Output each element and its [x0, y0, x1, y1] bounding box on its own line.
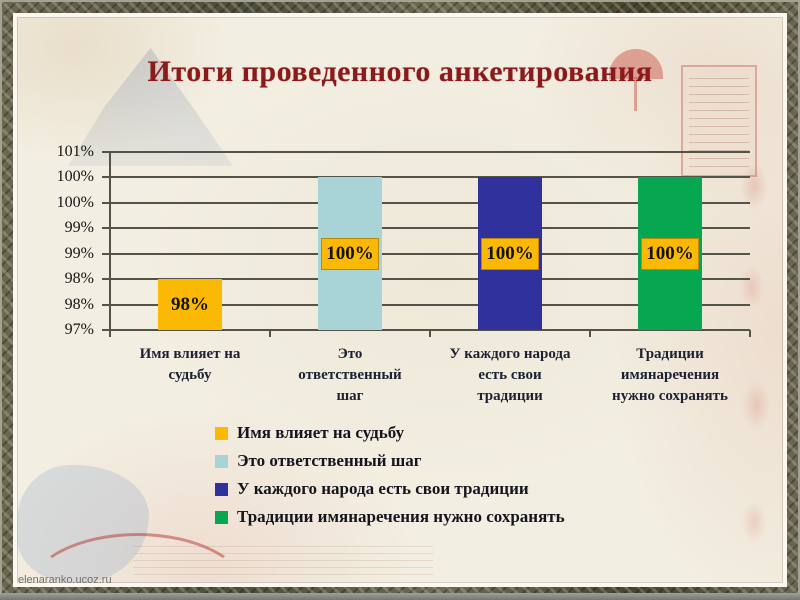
slide-title: Итоги проведенного анкетирования: [147, 55, 653, 88]
bar-data-label: 100%: [321, 237, 379, 270]
y-axis-label: 101%: [56, 143, 94, 160]
y-axis-label: 100%: [56, 193, 94, 211]
x-axis-tick: [429, 330, 431, 337]
legend-item: Это ответственный шаг: [215, 447, 565, 475]
gridline: [102, 329, 750, 331]
bar-data-label: 98%: [161, 288, 219, 321]
x-axis-tick: [589, 330, 591, 337]
category-label-line: ответственный: [298, 367, 402, 383]
legend-label: Имя влияет на судьбу: [237, 423, 405, 442]
category-label-line: Традиции: [636, 346, 704, 362]
category-label-line: имянаречения: [620, 367, 720, 383]
legend-item: У каждого народа есть свои традиции: [215, 475, 565, 503]
legend-swatch: [215, 426, 228, 440]
y-axis-label: 98%: [64, 295, 94, 313]
slide-content: Итоги проведенного анкетирования 101% 100…: [13, 13, 787, 587]
y-axis-label: 99%: [64, 244, 94, 262]
y-axis-label: 100%: [56, 168, 94, 186]
legend-item: Имя влияет на судьбу: [215, 419, 565, 447]
gridline: [102, 252, 750, 255]
category-label-line: Это: [337, 346, 363, 362]
legend-swatch: [215, 482, 228, 496]
bar-data-label: 100%: [641, 237, 699, 270]
category-label: У каждого народа есть свои традиции: [425, 344, 595, 407]
gridline: [102, 176, 750, 179]
category-label-line: традиции: [477, 388, 543, 404]
category-label: Традиции имянаречения нужно сохранять: [585, 344, 755, 407]
frame-bottom-strip: [0, 593, 800, 600]
category-label-line: судьбу: [168, 367, 212, 383]
legend-label: Традиции имянаречения нужно сохранять: [237, 507, 565, 526]
category-label-line: нужно сохранять: [612, 388, 728, 404]
legend-label: У каждого народа есть свои традиции: [237, 479, 529, 498]
y-axis-label: 99%: [64, 219, 94, 237]
gridline: [102, 201, 750, 204]
category-label: Это ответственный шаг: [265, 344, 435, 407]
legend-label: Это ответственный шаг: [237, 451, 422, 470]
map-text-decoration: [133, 541, 433, 575]
category-label-line: У каждого народа: [449, 346, 571, 362]
category-label-line: есть свои: [478, 367, 542, 383]
legend-item: Традиции имянаречения нужно сохранять: [215, 503, 565, 531]
watermark: elenaranko.ucoz.ru: [18, 574, 112, 586]
plot-area: 98% 100% 100% 100%: [102, 151, 751, 337]
y-axis-line: [109, 152, 111, 332]
gridline: [102, 227, 750, 230]
map-water-decoration: [17, 465, 149, 583]
category-label-line: Имя влияет на: [139, 346, 241, 362]
bar-data-label: 100%: [481, 237, 539, 270]
x-axis-tick: [749, 330, 751, 337]
gridline: [102, 278, 750, 281]
gridline: [102, 151, 750, 153]
y-axis-label: 97%: [64, 321, 94, 338]
legend-swatch: [215, 510, 228, 524]
chart-legend: Имя влияет на судьбу Это ответственный ша…: [215, 419, 565, 531]
category-label-line: шаг: [336, 388, 364, 404]
y-axis-labels: 101% 100% 100% 99% 99% 98% 98% 97%: [13, 143, 102, 338]
legend-swatch: [215, 454, 228, 468]
x-axis-tick: [109, 330, 111, 337]
y-axis-label: 98%: [64, 270, 94, 288]
x-axis-tick: [269, 330, 271, 337]
gridline: [102, 303, 750, 306]
category-label: Имя влияет на судьбу: [105, 344, 275, 386]
